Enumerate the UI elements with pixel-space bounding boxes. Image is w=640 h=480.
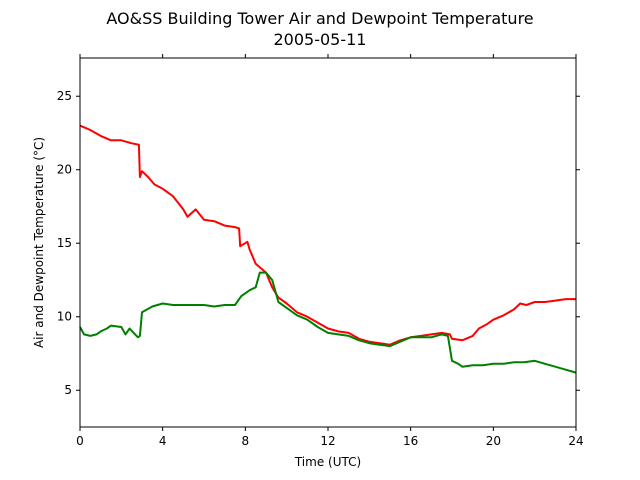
series-layer — [79, 124, 577, 374]
y-tick-label: 20 — [57, 163, 72, 177]
chart-subtitle: 2005-05-11 — [274, 30, 367, 49]
x-tick-label: 16 — [403, 434, 418, 448]
y-axis-label: Air and Dewpoint Temperature (°C) — [32, 137, 46, 348]
x-tick-label: 0 — [76, 434, 84, 448]
y-tick-label: 10 — [57, 310, 72, 324]
x-tick-label: 12 — [320, 434, 335, 448]
x-axis-label: Time (UTC) — [294, 455, 361, 469]
x-tick-label: 20 — [486, 434, 501, 448]
series-line-1 — [79, 124, 576, 346]
y-tick-label: 15 — [57, 236, 72, 250]
y-tick-label: 25 — [57, 89, 72, 103]
chart-title: AO&SS Building Tower Air and Dewpoint Te… — [106, 9, 533, 28]
x-tick-label: 8 — [242, 434, 250, 448]
series-line-2 — [79, 271, 577, 374]
x-tick-label: 4 — [159, 434, 167, 448]
y-tick-label: 5 — [64, 383, 72, 397]
x-tick-label: 24 — [568, 434, 583, 448]
plot-frame — [79, 57, 577, 428]
x-axis: 0 4 8 12 16 20 24 — [76, 54, 584, 448]
y-axis: 5 10 15 20 25 — [57, 89, 580, 397]
